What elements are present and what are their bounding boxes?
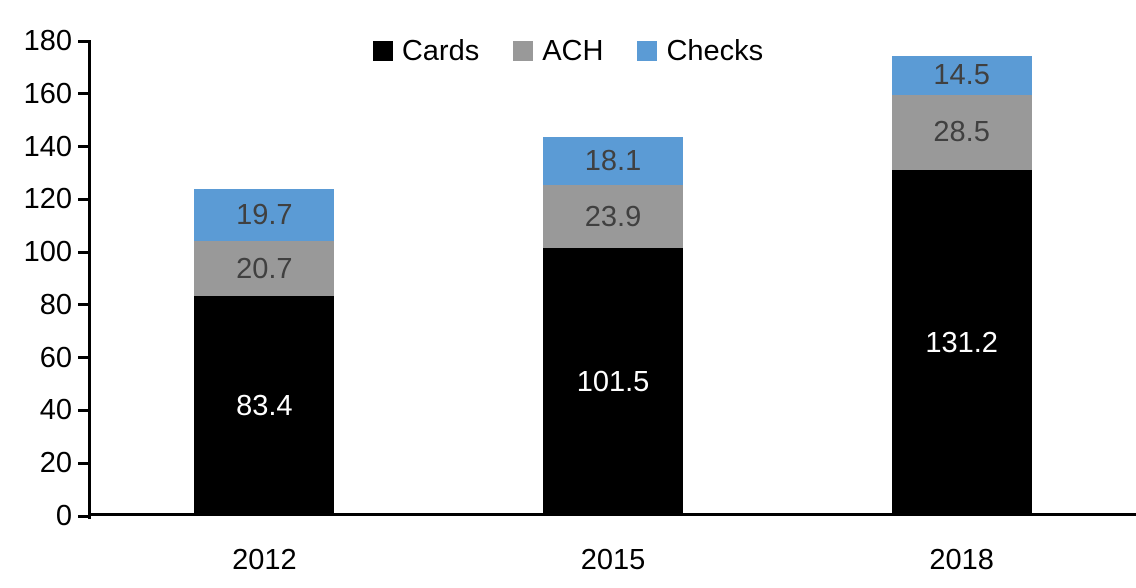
x-axis-label: 2015 [580, 544, 646, 576]
y-axis-tick-label: 20 [39, 447, 72, 480]
chart-legend: Cards ACH Checks [0, 33, 1136, 69]
bar-segment-label: 19.7 [236, 199, 293, 232]
y-axis-tick-label: 60 [39, 341, 72, 374]
legend-label: Cards [401, 35, 480, 67]
legend-item-ach: ACH [513, 33, 603, 69]
bar-segment-cards-2015 [543, 248, 683, 516]
legend-label: Checks [666, 35, 764, 67]
legend-swatch-icon [513, 41, 534, 61]
bar-segment-label: 28.5 [933, 116, 990, 149]
legend-swatch-icon [637, 41, 658, 61]
bar-segment-label: 131.2 [925, 326, 998, 359]
y-axis-line [88, 40, 91, 519]
y-axis-tick [78, 250, 88, 254]
y-axis-tick-label: 0 [55, 500, 72, 532]
bar-segment-label: 18.1 [584, 145, 642, 178]
y-axis-tick-label: 180 [23, 25, 72, 57]
bar-segment-ach-2012 [194, 241, 335, 296]
y-axis-tick-label: 120 [23, 183, 72, 216]
bar-segment-cards-2018 [891, 169, 1032, 516]
y-axis-tick-label: 40 [39, 394, 72, 427]
y-axis-tick [78, 92, 88, 96]
legend-swatch-icon [372, 41, 393, 61]
y-axis-tick [78, 39, 88, 43]
y-axis-tick [78, 197, 88, 201]
y-axis-tick-label: 160 [23, 77, 72, 110]
bar-segment-label: 14.5 [933, 59, 990, 92]
bar-segment-label: 23.9 [584, 200, 642, 233]
y-axis-tick-label: 100 [23, 236, 72, 269]
bar-segment-label: 101.5 [576, 366, 650, 399]
bar-segment-label: 20.7 [236, 252, 293, 285]
y-axis-tick-label: 80 [39, 288, 72, 321]
bar-segment-ach-2018 [891, 94, 1032, 170]
bar-segment-checks-2018 [891, 56, 1032, 95]
y-axis-tick [78, 461, 88, 465]
y-axis-tick [78, 145, 88, 149]
bar-segment-label: 83.4 [236, 389, 293, 422]
y-axis-tick-label: 140 [23, 130, 72, 163]
y-axis-tick [78, 303, 88, 307]
x-axis-label: 2012 [232, 544, 297, 576]
legend-label: ACH [542, 35, 604, 67]
legend-item-cards: Cards [372, 33, 480, 69]
bar-segment-ach-2015 [543, 185, 683, 249]
bar-segment-checks-2012 [194, 189, 335, 242]
legend-item-checks: Checks [637, 33, 763, 69]
bar-segment-cards-2012 [194, 295, 335, 516]
y-axis-tick [78, 514, 88, 518]
y-axis-tick [78, 356, 88, 360]
y-axis-tick [78, 408, 88, 412]
x-axis-label: 2018 [929, 544, 994, 576]
bar-segment-checks-2015 [543, 137, 683, 186]
